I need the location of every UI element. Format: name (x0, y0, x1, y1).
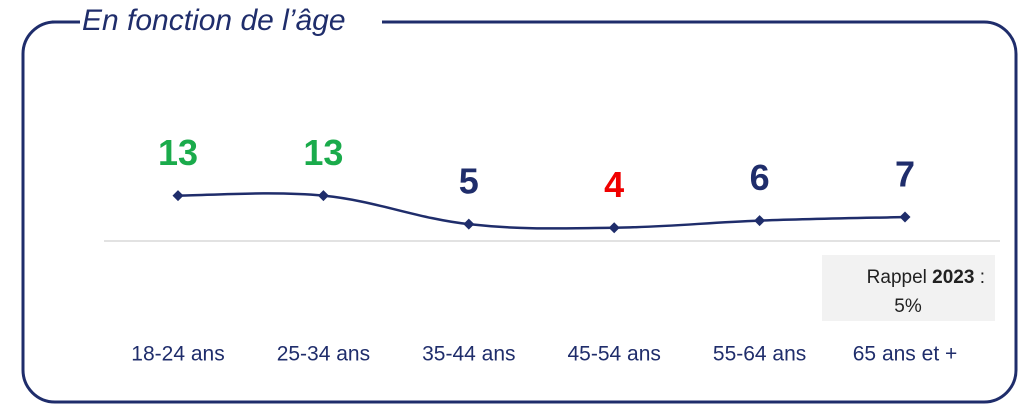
data-label: 4 (604, 164, 624, 205)
annotation-text: Rappel 2023 : (867, 267, 985, 288)
marker (899, 211, 911, 223)
data-label: 5 (459, 161, 479, 202)
annotation-year: 2023 (932, 267, 974, 288)
frame (21, 20, 1018, 404)
data-label: 6 (750, 157, 770, 198)
line (177, 192, 906, 230)
annotation-label: Rappel (867, 267, 927, 288)
x-tick-label: 18-24 ans (131, 343, 224, 366)
x-tick-label: 25-34 ans (277, 343, 370, 366)
x-tick-label: 55-64 ans (713, 343, 806, 366)
annotation-value: 5% (894, 296, 922, 317)
annotation-separator: : (980, 267, 985, 288)
x-tick-label: 45-54 ans (567, 343, 660, 366)
data-label: 7 (895, 154, 915, 195)
annotation-box (822, 255, 995, 321)
title-gap (76, 8, 382, 38)
x-tick-label: 35-44 ans (422, 343, 515, 366)
marker (172, 190, 184, 202)
x-tick-label: 65 ans et + (853, 343, 958, 366)
marker (463, 218, 475, 230)
data-label: 13 (303, 132, 343, 173)
marker (608, 222, 620, 234)
data-label: 13 (158, 132, 198, 173)
marker (317, 190, 329, 202)
chart-title: En fonction de l’âge (82, 4, 346, 37)
marker (754, 215, 766, 227)
